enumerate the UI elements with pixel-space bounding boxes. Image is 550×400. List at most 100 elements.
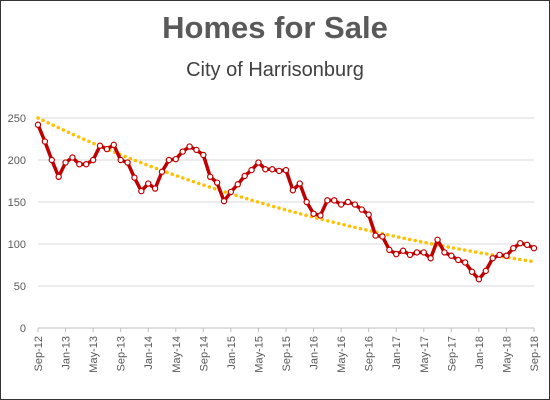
data-point [55, 173, 62, 180]
x-tick-label: Sep-18 [529, 336, 541, 371]
data-point [131, 174, 138, 181]
data-point [227, 188, 235, 196]
data-points [34, 121, 538, 283]
x-tick-label: Jan-17 [391, 336, 403, 370]
data-point [461, 259, 469, 266]
data-point [406, 251, 414, 259]
data-point [289, 187, 297, 194]
x-tick-label: Sep-12 [33, 336, 45, 371]
x-tick-label: May-17 [419, 336, 431, 373]
data-point [282, 166, 290, 174]
y-tick-label: 250 [8, 113, 26, 125]
data-point [365, 211, 372, 218]
data-point [427, 255, 434, 262]
data-point [386, 246, 393, 254]
data-point [372, 232, 379, 239]
gridlines [38, 117, 534, 287]
data-point [234, 181, 241, 188]
data-point [110, 141, 117, 149]
data-point [62, 159, 69, 166]
x-tick-label: May-13 [88, 336, 100, 373]
data-point [269, 166, 276, 173]
chart-title: Homes for Sale [162, 10, 388, 45]
data-point [255, 159, 262, 166]
x-tick-label: Jan-13 [61, 336, 73, 370]
data-point [489, 255, 496, 262]
data-point [296, 180, 303, 187]
data-point [496, 251, 503, 259]
data-point [510, 244, 517, 252]
x-tick-label: Jan-14 [143, 336, 155, 370]
data-point [503, 252, 510, 259]
data-point [303, 198, 310, 206]
data-point [117, 156, 124, 164]
data-point [393, 250, 400, 258]
data-point [475, 276, 483, 283]
data-point [420, 249, 427, 256]
data-point [124, 159, 131, 166]
x-tick-label: Jan-15 [226, 336, 238, 370]
data-point [200, 151, 207, 159]
data-point [310, 210, 317, 217]
x-tick-label: May-16 [336, 336, 348, 373]
data-point [413, 249, 421, 256]
x-tick-label: May-15 [253, 336, 265, 373]
data-point [455, 256, 462, 264]
data-point [523, 241, 531, 249]
data-point [48, 156, 55, 164]
data-point [138, 187, 145, 195]
chart-subtitle: City of Harrisonburg [186, 59, 364, 81]
x-tick-label: May-14 [171, 336, 183, 373]
data-point [275, 167, 283, 175]
data-point [379, 233, 386, 240]
data-point [468, 268, 476, 275]
data-point [337, 201, 345, 208]
data-point [262, 166, 269, 173]
data-point [331, 197, 338, 204]
data-point [172, 155, 179, 163]
data-point [317, 212, 324, 219]
y-axis-ticks: 0 50 100 150 200 250 [8, 113, 26, 335]
x-tick-label: Sep-14 [198, 336, 210, 371]
x-tick-label: Jan-18 [474, 336, 486, 370]
data-point [179, 148, 186, 155]
data-point [441, 249, 448, 256]
data-point [248, 166, 255, 174]
x-tick-label: Sep-13 [116, 336, 128, 371]
y-tick-label: 100 [8, 239, 26, 251]
data-point [34, 121, 42, 128]
data-point [207, 173, 214, 180]
data-point [448, 252, 455, 259]
data-point [186, 143, 193, 150]
x-axis-ticks: Sep-12 Jan-13 May-13 Sep-13 Jan-14 May-14 Sep-… [33, 328, 541, 373]
data-point [530, 244, 538, 252]
data-point [434, 236, 441, 243]
trendline [36, 116, 536, 264]
data-point [517, 239, 524, 247]
data-point [96, 142, 104, 149]
y-tick-label: 0 [20, 323, 26, 335]
data-point [344, 198, 352, 206]
data-point [220, 197, 228, 205]
data-point [358, 206, 365, 213]
data-point [193, 146, 200, 154]
data-point [69, 154, 76, 161]
data-point [145, 180, 152, 187]
x-tick-label: Jan-16 [309, 336, 321, 370]
data-point [83, 160, 90, 168]
x-tick-label: Sep-16 [364, 336, 376, 371]
data-point [241, 172, 248, 180]
data-point [399, 247, 407, 254]
data-point [76, 160, 83, 168]
y-tick-label: 50 [14, 281, 26, 293]
data-point [158, 168, 166, 175]
data-point [482, 267, 489, 275]
data-point [351, 201, 359, 208]
data-point [89, 156, 97, 164]
data-point [41, 138, 49, 145]
data-point [165, 156, 173, 164]
data-point [213, 179, 221, 186]
data-point [103, 145, 111, 153]
x-tick-label: Sep-15 [281, 336, 293, 371]
